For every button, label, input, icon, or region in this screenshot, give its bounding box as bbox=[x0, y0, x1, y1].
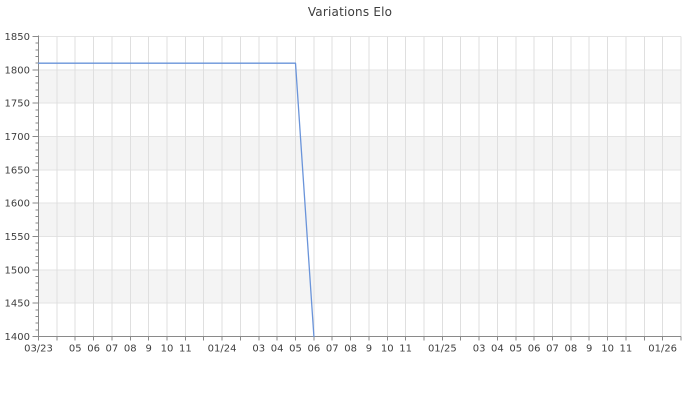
y-axis-label: 1850 bbox=[5, 32, 30, 43]
x-axis-label: 03 bbox=[473, 344, 486, 355]
x-axis-label: 10 bbox=[381, 344, 394, 355]
x-axis-label: 10 bbox=[161, 344, 174, 355]
plot-band bbox=[38, 203, 681, 237]
y-axis-label: 1700 bbox=[5, 132, 30, 143]
x-axis-label: 08 bbox=[564, 344, 577, 355]
x-axis-label: 11 bbox=[399, 344, 412, 355]
x-axis-label: 04 bbox=[271, 344, 284, 355]
y-axis-label: 1550 bbox=[5, 232, 30, 243]
x-axis-label: 07 bbox=[326, 344, 339, 355]
x-axis-label: 07 bbox=[546, 344, 559, 355]
x-axis-label: 03 bbox=[252, 344, 265, 355]
x-axis-label: 08 bbox=[124, 344, 137, 355]
x-axis-label: 06 bbox=[87, 344, 100, 355]
x-axis-label: 05 bbox=[509, 344, 522, 355]
x-axis-label: 07 bbox=[106, 344, 119, 355]
x-axis-label: 05 bbox=[289, 344, 302, 355]
elo-series-line bbox=[37, 62, 315, 338]
x-axis-label: 06 bbox=[307, 344, 320, 355]
x-axis-label: 11 bbox=[620, 344, 633, 355]
x-axis-label: 01/24 bbox=[208, 344, 237, 355]
x-axis-label: 01/26 bbox=[648, 344, 677, 355]
y-axis-label: 1600 bbox=[5, 199, 30, 210]
chart-title: Variations Elo bbox=[307, 5, 393, 19]
x-axis-label: 10 bbox=[601, 344, 614, 355]
x-axis-label: 05 bbox=[69, 344, 82, 355]
y-axis-label: 1400 bbox=[5, 332, 30, 343]
x-axis-label: 9 bbox=[586, 344, 592, 355]
y-axis-label: 1800 bbox=[5, 65, 30, 76]
plot-band bbox=[38, 69, 681, 104]
x-axis-label: 01/25 bbox=[428, 344, 457, 355]
plot-band bbox=[38, 269, 681, 304]
y-axis-label: 1450 bbox=[5, 299, 30, 310]
x-axis-label: 11 bbox=[179, 344, 192, 355]
y-axis-label: 1650 bbox=[5, 165, 30, 176]
y-axis-label: 1500 bbox=[5, 265, 30, 276]
y-axis-label: 1750 bbox=[5, 99, 30, 110]
plot-band bbox=[38, 136, 681, 170]
x-axis-label: 9 bbox=[366, 344, 372, 355]
x-axis-label: 03/23 bbox=[24, 344, 53, 355]
x-axis-label: 08 bbox=[344, 344, 357, 355]
x-axis-label: 04 bbox=[491, 344, 504, 355]
x-axis-label: 9 bbox=[145, 344, 151, 355]
x-axis-label: 06 bbox=[528, 344, 541, 355]
